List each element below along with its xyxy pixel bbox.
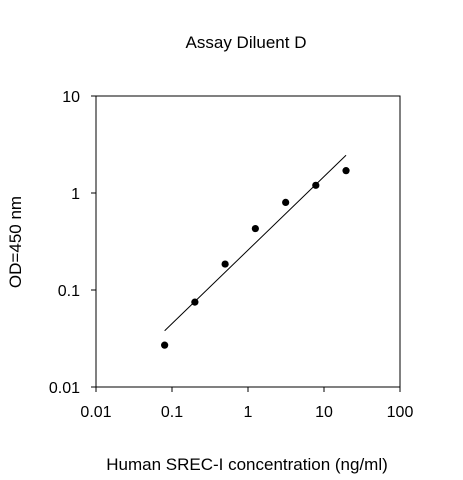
data-point: [251, 224, 259, 233]
x-axis-ticks: 0.01 0.1 1 10 100: [80, 387, 413, 421]
data-point: [282, 198, 290, 207]
data-point: [161, 341, 169, 349]
data-point: [191, 298, 199, 306]
data-point: [312, 181, 320, 189]
chart-title: Assay Diluent D: [186, 33, 307, 52]
x-tick-label: 0.1: [161, 404, 183, 421]
x-axis-label: Human SREC-I concentration (ng/ml): [106, 455, 388, 474]
y-tick-label: 0.1: [58, 283, 80, 300]
y-tick-label: 10: [62, 89, 80, 106]
x-tick-label: 0.01: [80, 404, 111, 421]
y-tick-label: 0.01: [49, 380, 80, 397]
y-axis-label: OD=450 nm: [6, 196, 25, 288]
data-point: [221, 260, 229, 268]
x-tick-label: 100: [387, 404, 414, 421]
plot-frame: [95, 95, 401, 388]
data-points: [161, 167, 350, 349]
x-tick-label: 10: [315, 404, 333, 421]
fit-line: [164, 154, 347, 332]
x-tick-label: 1: [244, 404, 253, 421]
y-axis-ticks: 0.01 0.1 1 10: [49, 89, 96, 397]
data-point: [342, 167, 350, 175]
fit-line-layer: [164, 154, 347, 332]
y-tick-label: 1: [71, 186, 80, 203]
